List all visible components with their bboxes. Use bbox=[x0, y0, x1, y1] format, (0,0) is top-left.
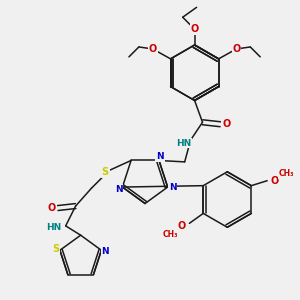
Text: N: N bbox=[169, 183, 176, 192]
Text: HN: HN bbox=[46, 224, 62, 232]
Text: O: O bbox=[148, 44, 157, 54]
Text: CH₃: CH₃ bbox=[278, 169, 294, 178]
Text: CH₃: CH₃ bbox=[163, 230, 178, 239]
Text: O: O bbox=[232, 44, 241, 54]
Text: N: N bbox=[156, 152, 164, 161]
Text: N: N bbox=[101, 247, 109, 256]
Text: S: S bbox=[52, 244, 59, 254]
Text: O: O bbox=[222, 119, 230, 129]
Text: O: O bbox=[48, 203, 56, 213]
Text: O: O bbox=[271, 176, 279, 186]
Text: N: N bbox=[115, 184, 122, 194]
Text: S: S bbox=[102, 167, 109, 177]
Text: O: O bbox=[177, 221, 186, 231]
Text: O: O bbox=[190, 24, 199, 34]
Text: HN: HN bbox=[176, 139, 191, 148]
